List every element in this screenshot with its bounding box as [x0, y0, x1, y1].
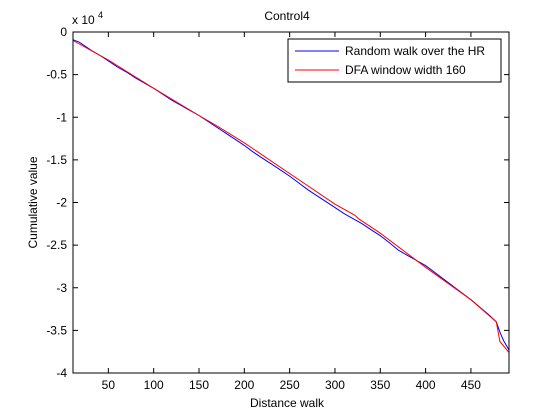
- series-line-random-walk: [72, 39, 510, 351]
- y-exponent-base: x 10: [72, 13, 95, 27]
- series-layer: [72, 39, 510, 353]
- y-tick-label: -1.5: [46, 153, 67, 167]
- ticks-layer: 50 100 150 200 250 300 350 400 450 0 -0.5 -1 -1.5 -2 -…: [46, 25, 509, 392]
- x-tick-label: 100: [144, 378, 164, 392]
- axes-frame: [72, 31, 510, 374]
- x-axis-label: Distance walk: [250, 396, 325, 410]
- legend-box: [287, 38, 502, 83]
- legend-label-dfa: DFA window width 160: [345, 63, 466, 77]
- x-tick-label: 400: [416, 378, 436, 392]
- y-tick-label: -1: [56, 110, 67, 124]
- x-tick-label: 150: [189, 378, 209, 392]
- y-tick-label: -2.5: [46, 238, 67, 252]
- x-tick-label: 300: [325, 378, 345, 392]
- x-tick-label: 450: [461, 378, 481, 392]
- legend: Random walk over the HR DFA window width…: [287, 38, 502, 83]
- y-axis-label: Cumulative value: [26, 156, 40, 248]
- y-tick-label: -3.5: [46, 323, 67, 337]
- chart-title: Control4: [264, 9, 310, 23]
- y-exponent-power: 4: [98, 10, 103, 20]
- y-tick-label: -0.5: [46, 68, 67, 82]
- y-tick-label: -4: [56, 366, 67, 380]
- plot-area: [73, 32, 509, 373]
- x-tick-label: 250: [280, 378, 300, 392]
- legend-label-random-walk: Random walk over the HR: [345, 44, 485, 58]
- x-tick-label: 50: [102, 378, 116, 392]
- y-tick-label: -3: [56, 281, 67, 295]
- x-tick-label: 350: [370, 378, 390, 392]
- y-exponent-label: x 10 4: [72, 10, 103, 27]
- x-tick-label: 200: [234, 378, 254, 392]
- series-line-dfa: [72, 40, 510, 353]
- y-tick-label: 0: [60, 25, 67, 39]
- y-tick-label: -2: [56, 196, 67, 210]
